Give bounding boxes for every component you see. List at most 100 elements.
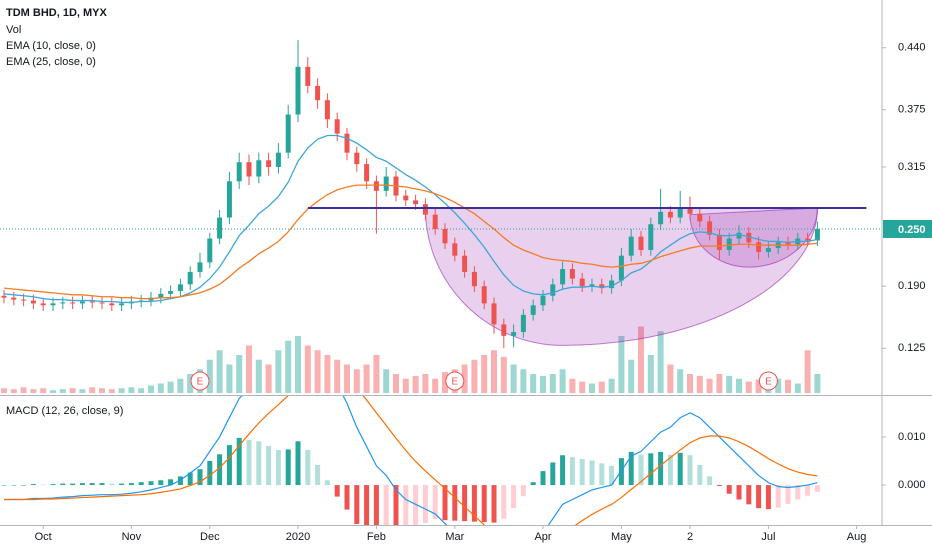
- volume-bar: [177, 378, 184, 393]
- candle-body: [618, 255, 624, 281]
- x-tick-label: Mar: [445, 531, 464, 543]
- histogram-bar: [285, 449, 291, 486]
- last-price-box: [883, 219, 932, 238]
- candle-body: [40, 303, 46, 306]
- ema-line: [3, 184, 818, 300]
- histogram-bar: [736, 485, 742, 500]
- volume-bar: [412, 375, 419, 393]
- volume-bar: [647, 355, 654, 393]
- y-tick-label: 0.010: [898, 431, 926, 443]
- histogram-bar: [334, 485, 340, 497]
- histogram-bar: [315, 464, 321, 486]
- candle-body: [99, 302, 105, 304]
- volume-bar: [540, 375, 546, 393]
- volume-bar: [687, 374, 693, 393]
- histogram-bar: [89, 483, 95, 486]
- histogram-bar: [775, 485, 781, 508]
- volume-bar: [696, 375, 703, 393]
- volume-bar: [775, 378, 782, 393]
- histogram-bar: [569, 457, 575, 486]
- candle-body: [511, 332, 517, 336]
- histogram-bar: [373, 485, 379, 525]
- candle-body: [364, 164, 370, 182]
- histogram-bar: [393, 485, 399, 525]
- volume-bar: [579, 381, 586, 393]
- earnings-marker: [758, 371, 778, 391]
- candle-body: [716, 234, 722, 250]
- earnings-label: E: [451, 377, 458, 388]
- histogram-bar: [687, 455, 693, 486]
- legend-ema25: EMA (25, close, 0): [6, 56, 96, 68]
- y-tick-label: 0.000: [898, 479, 926, 491]
- volume-bar: [510, 364, 517, 393]
- candle-body: [60, 302, 66, 304]
- candle-body: [315, 85, 321, 101]
- volume-bar: [638, 326, 644, 393]
- candle-body: [599, 284, 605, 289]
- candle-body: [79, 301, 85, 304]
- volume-bar: [69, 388, 76, 393]
- candle-body: [638, 236, 644, 250]
- candle-body: [413, 200, 419, 205]
- histogram-bar: [422, 485, 428, 524]
- legend-ema10: EMA (10, close, 0): [6, 40, 96, 52]
- histogram-bar: [21, 485, 27, 486]
- volume-bar: [138, 388, 145, 393]
- histogram-bar: [403, 485, 409, 525]
- histogram-bar: [11, 485, 17, 486]
- volume-bar: [677, 369, 684, 393]
- histogram-bar: [226, 445, 232, 486]
- volume-bar: [99, 388, 105, 393]
- volume-bar: [422, 374, 429, 393]
- volume-bar: [432, 378, 439, 393]
- candle-body: [677, 207, 683, 218]
- histogram-bar: [40, 484, 46, 486]
- candle-body: [119, 303, 125, 306]
- candle-body: [207, 238, 213, 263]
- histogram-bar: [305, 449, 311, 486]
- histogram-bar: [511, 485, 517, 509]
- volume-bar: [40, 388, 47, 393]
- chart-title: TDM BHD, 1D, MYX: [6, 7, 108, 19]
- histogram-bar: [70, 483, 76, 486]
- candle-body: [501, 324, 507, 336]
- volume-bar: [128, 387, 135, 393]
- candle-body: [814, 228, 820, 241]
- volume-bar: [246, 345, 252, 393]
- candle-body: [540, 295, 546, 306]
- histogram-bar: [599, 463, 605, 486]
- x-tick-label: Nov: [122, 531, 142, 543]
- volume-bar: [50, 390, 56, 393]
- volume-bar: [461, 364, 468, 393]
- histogram-bar: [530, 482, 536, 486]
- x-tick-label: Feb: [367, 531, 386, 543]
- volume-bar: [520, 369, 527, 393]
- volume-bar: [304, 345, 311, 393]
- histogram-bar: [795, 485, 801, 500]
- earnings-label: E: [197, 377, 204, 388]
- histogram-bar: [462, 485, 468, 522]
- volume-bar: [706, 378, 713, 393]
- candle-body: [344, 133, 350, 153]
- histogram-bar: [638, 454, 644, 486]
- histogram-bar: [354, 485, 360, 525]
- volume-bar: [393, 374, 399, 393]
- volume-bar: [569, 378, 576, 393]
- candle-body: [1, 295, 7, 298]
- volume-bar: [344, 364, 350, 393]
- volume-bar: [108, 389, 115, 393]
- candle-body: [462, 255, 468, 272]
- histogram-bar: [158, 480, 164, 486]
- volume-bar: [353, 369, 360, 393]
- macd-pane: [1, 396, 820, 525]
- candle-body: [520, 314, 526, 333]
- x-tick-label: Oct: [35, 531, 52, 543]
- candle-body: [765, 248, 771, 252]
- volume-bar: [148, 385, 154, 393]
- candle-body: [168, 291, 174, 294]
- histogram-bar: [30, 484, 36, 486]
- histogram-bar: [716, 485, 722, 487]
- ema-line: [3, 134, 818, 304]
- histogram-bar: [207, 461, 213, 486]
